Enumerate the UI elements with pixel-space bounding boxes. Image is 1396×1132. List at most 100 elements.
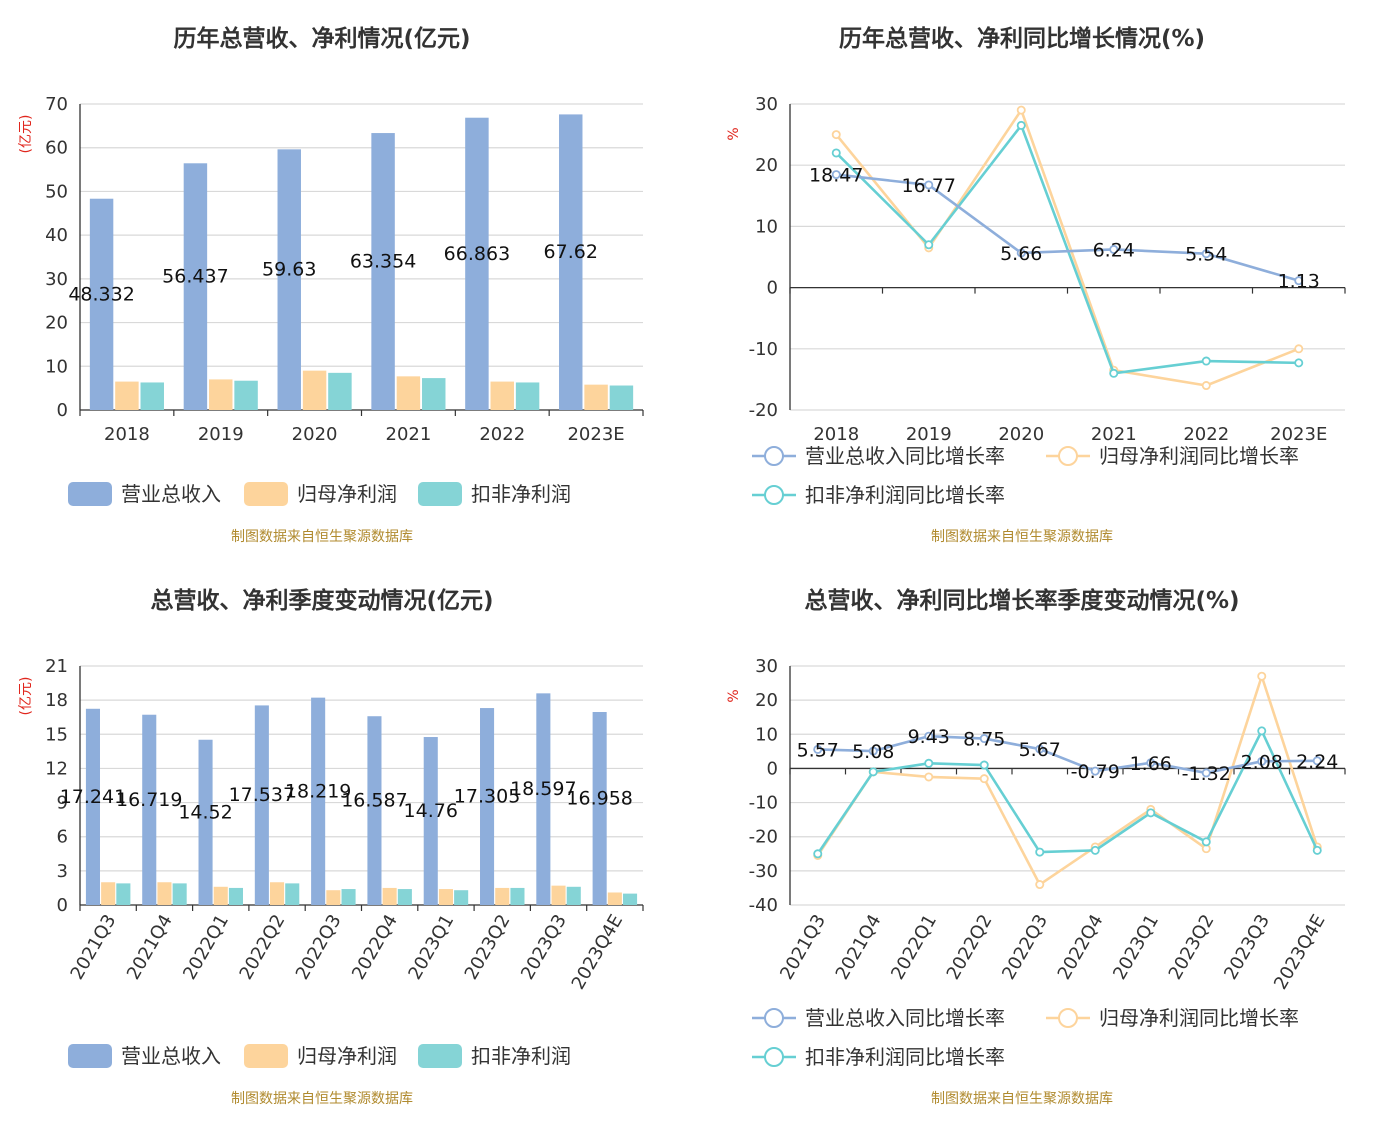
bar-net_profit [438, 889, 453, 905]
bar-revenue [85, 708, 100, 905]
bar-data-label: 16.719 [116, 789, 182, 811]
point-revenue_line [1035, 744, 1045, 754]
line-data-label: 8.75 [963, 729, 1005, 751]
bar-net_profit [101, 882, 116, 905]
bar-revenue [536, 693, 551, 905]
bar-data-label: 14.76 [404, 800, 458, 822]
legend-marker-net_profit_line [1058, 446, 1078, 466]
bar-deducted [116, 883, 131, 905]
line-data-label: 2.08 [1241, 751, 1283, 773]
point-revenue_line [1016, 248, 1026, 258]
point-revenue_line [813, 744, 823, 754]
bar-revenue [371, 133, 395, 410]
x-tick-label: 2020 [292, 424, 338, 445]
point-deducted_line [1294, 358, 1304, 368]
annual-lines-panel: 历年总营收、净利同比增长情况(%)% -20 -10 0 10 20 30 2018 2019 2… [726, 25, 1346, 545]
x-tick-label: 2022Q3 [998, 911, 1052, 983]
y-tick-label: 30 [755, 656, 778, 677]
y-axis-label: % [726, 127, 742, 140]
y-tick-label: 20 [45, 313, 68, 334]
bar-data-label: 18.597 [510, 778, 576, 800]
x-tick-label: 2020 [998, 424, 1044, 445]
legend-swatch-revenue [68, 1044, 112, 1068]
point-revenue_line [924, 731, 934, 741]
legend-label: 归母净利润 [297, 482, 397, 506]
y-tick-label: 60 [45, 138, 68, 159]
bar-deducted [510, 887, 525, 905]
point-deducted_line [1201, 356, 1211, 366]
point-deducted_line [1109, 368, 1119, 378]
x-tick-label: 2023Q2 [461, 911, 515, 983]
source-note: 制图数据来自恒生聚源数据库 [931, 529, 1113, 545]
line-revenue_line [836, 173, 1300, 282]
bar-deducted [234, 380, 258, 410]
legend-label: 扣非净利润同比增长率 [805, 1045, 1005, 1069]
bar-revenue [198, 739, 213, 905]
x-tick-label: 2019 [198, 424, 244, 445]
bar-data-label: 17.537 [229, 784, 295, 806]
y-tick-label: 21 [45, 656, 68, 677]
x-tick-label: 2023Q4E [1270, 911, 1330, 993]
bar-data-label: 16.587 [341, 790, 407, 812]
y-tick-label: 10 [755, 216, 778, 237]
x-tick-label: 2022Q2 [235, 911, 289, 983]
legend-label: 扣非净利润 [471, 482, 571, 506]
legend-swatch-revenue [68, 482, 112, 506]
bar-revenue [559, 114, 583, 411]
point-net_profit_line [831, 130, 841, 140]
legend-marker-deducted_line [764, 1047, 784, 1067]
point-net_profit_line [1257, 671, 1267, 681]
legend-label: 归母净利润同比增长率 [1099, 1006, 1299, 1030]
y-tick-label: 12 [45, 758, 68, 779]
bar-deducted [328, 372, 352, 410]
y-tick-label: 0 [57, 895, 68, 916]
legend-marker-revenue_line [764, 1008, 784, 1028]
point-revenue_line [924, 180, 934, 190]
line-data-label: 5.66 [1000, 243, 1042, 265]
y-tick-label: -20 [749, 827, 778, 848]
legend-label: 营业总收入同比增长率 [805, 444, 1005, 468]
bar-deducted [609, 385, 634, 410]
bar-revenue [480, 708, 495, 905]
bar-deducted [566, 886, 581, 905]
y-axis-label: (亿元) [18, 677, 34, 716]
bar-revenue [277, 149, 301, 410]
bar-net_profit [607, 892, 622, 905]
x-tick-label: 2022Q1 [887, 911, 941, 983]
bar-net_profit [382, 887, 397, 905]
line-data-label: 5.08 [852, 741, 894, 763]
point-deducted_line [1257, 726, 1267, 736]
line-data-label: 2.24 [1296, 751, 1338, 773]
bar-revenue [311, 697, 326, 905]
point-deducted_line [1016, 120, 1026, 130]
point-revenue_line [1109, 244, 1119, 254]
x-tick-label: 2021 [1091, 424, 1137, 445]
bar-deducted [397, 889, 412, 905]
point-deducted_line [924, 758, 934, 768]
bar-data-label: 17.305 [454, 786, 520, 808]
y-axis-label: % [726, 689, 742, 702]
point-deducted_line [1146, 808, 1156, 818]
point-deducted_line [1090, 845, 1100, 855]
bar-deducted [228, 887, 243, 905]
point-deducted_line [1312, 845, 1322, 855]
bar-deducted [515, 382, 540, 410]
x-tick-label: 2022Q1 [179, 911, 233, 983]
bar-net_profit [157, 882, 172, 905]
bar-deducted [140, 382, 164, 410]
line-data-label: 1.13 [1278, 271, 1320, 293]
bar-deducted [422, 378, 446, 410]
bar-deducted [172, 883, 187, 905]
legend: 营业总收入 归母净利润 扣非净利润 [68, 1044, 571, 1068]
x-tick-label: 2018 [104, 424, 150, 445]
line-data-label: 5.57 [797, 739, 839, 761]
x-tick-label: 2023Q1 [404, 911, 458, 983]
point-revenue_line [831, 170, 841, 180]
legend-label: 营业总收入同比增长率 [805, 1006, 1005, 1030]
y-tick-label: -30 [749, 861, 778, 882]
line-data-label: 5.67 [1019, 739, 1061, 761]
point-deducted_line [813, 849, 823, 859]
